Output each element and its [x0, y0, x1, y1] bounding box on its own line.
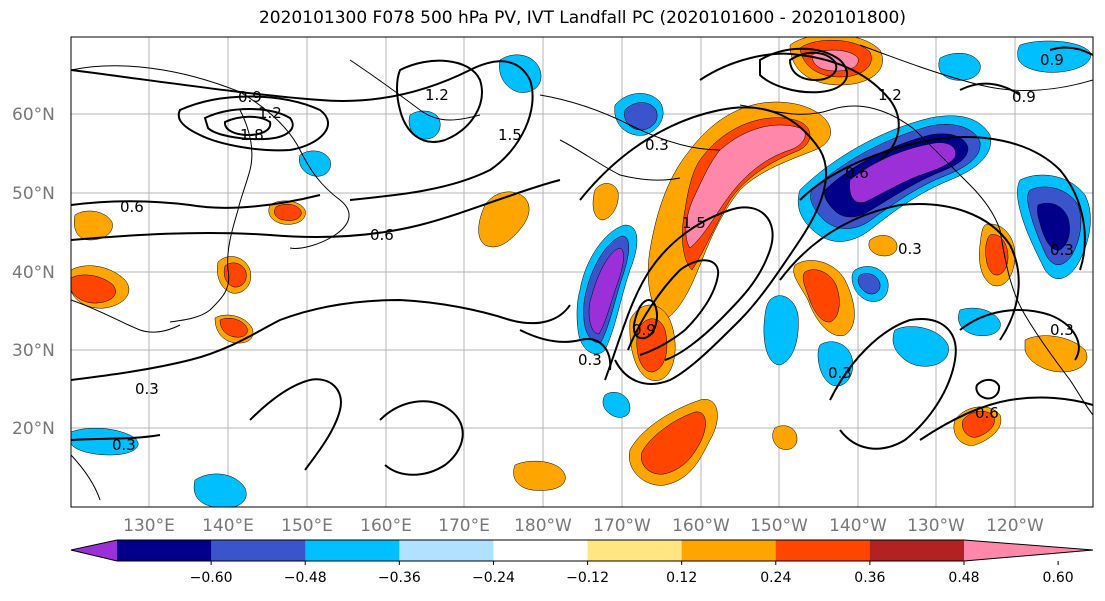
colorbar-extend-high: [964, 540, 1093, 561]
colorbar-extend-low: [71, 540, 117, 561]
colorbar-tick-label: −0.12: [566, 570, 609, 586]
lat-label: 50°N: [12, 184, 55, 204]
colorbar-tick-label: 0.12: [666, 570, 697, 586]
colorbar-tick-label: −0.36: [378, 570, 421, 586]
colorbar-tick-label: −0.60: [190, 570, 233, 586]
colorbar-tick-label: −0.24: [472, 570, 515, 586]
contour-label: 0.3: [828, 364, 852, 382]
lon-label: 170°E: [438, 516, 490, 536]
contour-label: 1.2: [425, 86, 449, 104]
lat-label: 30°N: [12, 341, 55, 361]
colorbar-segment: [681, 540, 777, 561]
pv-anomaly-shading: [71, 37, 1091, 507]
contour-label: 1.2: [878, 86, 902, 104]
colorbar-segment: [305, 540, 400, 561]
colorbar-tick-label: 0.48: [948, 570, 979, 586]
colorbar-segment: [211, 540, 306, 561]
latitude-labels: 60°N 50°N 40°N 30°N 20°N: [12, 105, 55, 439]
contour-label: 0.6: [120, 198, 144, 216]
contour-label: 0.3: [112, 436, 136, 454]
contour-label: 0.3: [1050, 241, 1074, 259]
colorbar-segment: [775, 540, 871, 561]
contour-label: 0.3: [898, 240, 922, 258]
colorbar-tick-label: 0.36: [854, 570, 885, 586]
colorbar-ticks: −0.60 −0.48 −0.36 −0.24 −0.12 0.12 0.24 0.36 0.4…: [190, 561, 1074, 586]
colorbar-segments: [71, 540, 1093, 561]
contour-label: 0.9: [1012, 88, 1036, 106]
contour-label: 0.6: [975, 404, 999, 422]
contour-label: 0.9: [1040, 51, 1064, 69]
lon-label: 140°E: [202, 516, 254, 536]
lon-label: 170°W: [593, 516, 651, 536]
colorbar-tick-label: 0.60: [1043, 570, 1074, 586]
colorbar-segment: [493, 540, 589, 561]
lat-label: 20°N: [12, 419, 55, 439]
contour-label: 1.2: [258, 104, 282, 122]
contour-label: 0.3: [135, 380, 159, 398]
lon-label: 130°E: [123, 516, 175, 536]
longitude-labels: 130°E 140°E 150°E 160°E 170°E 180°W 170°…: [123, 516, 1044, 536]
colorbar-tick-label: 0.24: [760, 570, 791, 586]
map-border: [70, 36, 1094, 508]
colorbar-segment: [587, 540, 683, 561]
contour-label: 0.3: [1050, 321, 1074, 339]
lat-label: 60°N: [12, 105, 55, 125]
lon-label: 150°W: [750, 516, 808, 536]
contour-label: 0.3: [578, 351, 602, 369]
contour-label: 0.9: [632, 321, 656, 339]
ivt-contours: [71, 46, 1093, 476]
contour-label: 1.5: [682, 214, 706, 232]
colorbar-tick-label: −0.48: [284, 570, 327, 586]
contour-label: 1.5: [498, 126, 522, 144]
colorbar-segment: [869, 540, 965, 561]
coastlines: [71, 44, 1093, 501]
contour-label: 0.9: [238, 88, 262, 106]
map-title: 2020101300 F078 500 hPa PV, IVT Landfall…: [258, 8, 906, 28]
lon-label: 160°E: [360, 516, 412, 536]
contour-label: 0.3: [645, 136, 669, 154]
contour-label: 1.8: [240, 126, 264, 144]
lon-label: 180°W: [514, 516, 572, 536]
lon-label: 140°W: [829, 516, 887, 536]
contour-labels: 0.9 1.2 1.8 1.2 1.5 0.6 0.6 0.3 0.3 0.9 …: [112, 51, 1074, 454]
lat-label: 40°N: [12, 263, 55, 283]
lon-label: 160°W: [672, 516, 730, 536]
lon-label: 130°W: [907, 516, 965, 536]
lon-label: 120°W: [986, 516, 1044, 536]
colorbar-segment: [117, 540, 212, 561]
colorbar-segment: [399, 540, 494, 561]
colorbar: −0.60 −0.48 −0.36 −0.24 −0.12 0.12 0.24 0.36 0.4…: [70, 539, 1094, 586]
lon-label: 150°E: [281, 516, 333, 536]
contour-label: 0.6: [845, 164, 869, 182]
contour-label: 0.6: [370, 226, 394, 244]
